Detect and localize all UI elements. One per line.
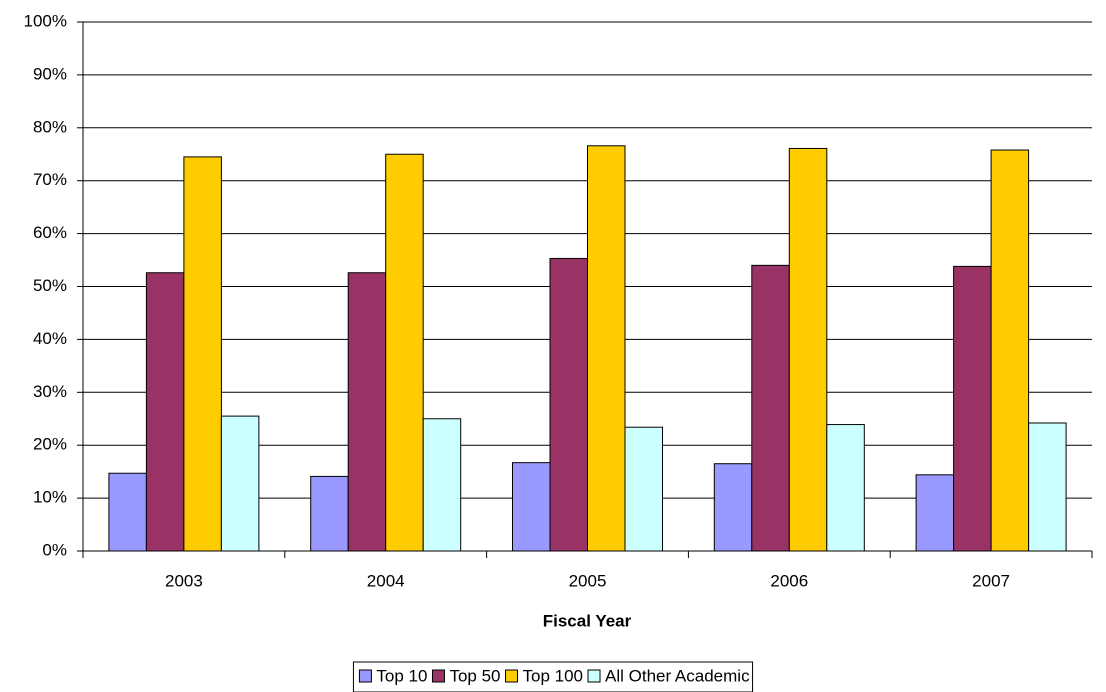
bar xyxy=(549,257,588,552)
y-tick-label: 90% xyxy=(33,64,67,83)
legend-swatch xyxy=(587,669,601,683)
bar xyxy=(347,272,387,552)
bar xyxy=(751,264,790,552)
bar xyxy=(512,462,551,552)
legend-swatch xyxy=(431,669,445,683)
bar xyxy=(826,424,865,552)
legend-label: Top 10 xyxy=(376,666,427,685)
y-tick-label: 60% xyxy=(33,223,67,242)
x-axis-title: Fiscal Year xyxy=(543,611,632,630)
bar xyxy=(915,474,955,552)
x-tick-label: 2003 xyxy=(165,571,203,590)
bar xyxy=(108,472,147,552)
bar xyxy=(788,147,828,552)
y-tick-label: 10% xyxy=(33,488,67,507)
legend-swatch xyxy=(358,669,372,683)
y-tick-label: 30% xyxy=(33,382,67,401)
bar xyxy=(953,265,992,552)
bar xyxy=(145,272,185,552)
bar xyxy=(385,153,424,552)
legend: Top 10 Top 50 Top 100 All Other Academic xyxy=(352,661,754,692)
y-tick-label: 100% xyxy=(24,11,67,30)
y-tick-label: 50% xyxy=(33,276,67,295)
legend-label: All Other Academic xyxy=(605,666,750,685)
x-tick-label: 2007 xyxy=(972,571,1010,590)
bar xyxy=(587,145,626,552)
bar xyxy=(1028,422,1067,552)
x-tick-label: 2004 xyxy=(367,571,405,590)
x-tick-label: 2006 xyxy=(770,571,808,590)
bar xyxy=(220,415,260,552)
y-tick-label: 80% xyxy=(33,117,67,136)
x-tick-label: 2005 xyxy=(569,571,607,590)
y-tick-label: 70% xyxy=(33,170,67,189)
legend-swatch xyxy=(505,669,519,683)
legend-label: Top 50 xyxy=(449,666,500,685)
y-tick-label: 0% xyxy=(42,540,67,559)
bar xyxy=(990,149,1030,552)
bar xyxy=(310,475,349,552)
legend-box xyxy=(352,661,754,692)
y-tick-label: 40% xyxy=(33,329,67,348)
bar xyxy=(713,463,753,552)
bar xyxy=(422,418,462,552)
bar xyxy=(624,426,663,552)
legend-label: Top 100 xyxy=(523,666,584,685)
bar xyxy=(183,156,222,552)
y-tick-label: 20% xyxy=(33,435,67,454)
